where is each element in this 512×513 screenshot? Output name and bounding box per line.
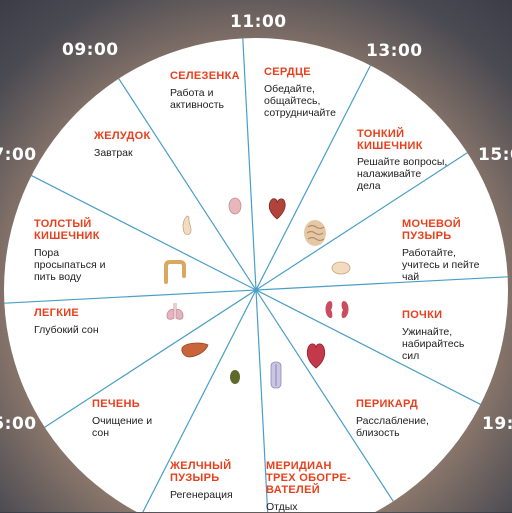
organ-name: ПОЧКИ xyxy=(402,309,443,321)
kidneys-icon xyxy=(325,301,349,319)
organ-advice: Завтрак xyxy=(94,147,133,159)
liver-icon xyxy=(181,342,209,358)
segment-dividers xyxy=(4,38,508,512)
organ-advice: Регенерация xyxy=(170,489,233,501)
organ-name: ЖЕЛЧНЫЙ ПУЗЫРЬ xyxy=(170,460,232,484)
segment-lungs: ЛЕГКИЕ Глубокий сон xyxy=(34,307,99,336)
segment-small-intestine: ТОНКИЙ КИШЕЧНИК Решайте вопросы, налажив… xyxy=(357,128,447,192)
hour-label-1100: 11:00 xyxy=(230,12,287,32)
organ-name: МЕРИДИАН ТРЕХ ОБОГРЕ- ВАТЕЛЕЙ xyxy=(266,460,351,496)
segment-liver: ПЕЧЕНЬ Очищение и сон xyxy=(92,398,152,439)
segment-divider xyxy=(118,78,394,502)
triple-heater-icon xyxy=(270,361,282,389)
organ-advice: Отдых xyxy=(266,501,298,513)
organ-name: СЕРДЦЕ xyxy=(264,66,311,78)
small-intestine-icon xyxy=(304,220,326,246)
organ-advice: Расслабление, близость xyxy=(356,415,429,439)
segment-bladder: МОЧЕВОЙ ПУЗЫРЬ Работайте, учитесь и пейт… xyxy=(402,218,479,283)
large-intestine-icon xyxy=(164,260,186,284)
segment-gallbladder: ЖЕЛЧНЫЙ ПУЗЫРЬ Регенерация xyxy=(170,460,233,501)
gallbladder-icon xyxy=(230,370,240,384)
segment-large-intestine: ТОЛСТЫЙ КИШЕЧНИК Пора просыпаться и пить… xyxy=(34,218,105,283)
hour-label-1900: 19:00 xyxy=(482,414,512,434)
organ-advice: Очищение и сон xyxy=(92,415,153,439)
organ-name: СЕЛЕЗЕНКА xyxy=(170,70,240,82)
organ-name: ЛЕГКИЕ xyxy=(34,307,80,319)
clock-disc xyxy=(4,38,508,512)
organ-advice: Глубокий сон xyxy=(34,324,99,336)
organ-name: ПЕЧЕНЬ xyxy=(92,398,140,410)
segment-pericardium: ПЕРИКАРД Расслабление, близость xyxy=(356,398,429,439)
segment-spleen: СЕЛЕЗЕНКА Работа и активность xyxy=(170,70,240,111)
hour-label-1500: 15:00 xyxy=(478,145,512,165)
organ-name: ТОНКИЙ КИШЕЧНИК xyxy=(357,128,423,152)
organ-advice: Пора просыпаться и пить воду xyxy=(34,247,106,283)
organ-name: ПЕРИКАРД xyxy=(356,398,419,410)
stomach-icon xyxy=(182,215,192,235)
organ-advice: Работа и активность xyxy=(170,87,224,111)
organ-name: ТОЛСТЫЙ КИШЕЧНИК xyxy=(34,218,100,242)
lungs-icon xyxy=(166,303,184,320)
organ-advice: Ужинайте, набирайтесь сил xyxy=(402,326,465,362)
segment-stomach: ЖЕЛУДОК Завтрак xyxy=(94,130,151,159)
organ-name: МОЧЕВОЙ ПУЗЫРЬ xyxy=(402,218,462,242)
segment-triple-heater: МЕРИДИАН ТРЕХ ОБОГРЕ- ВАТЕЛЕЙ Отдых xyxy=(266,460,351,513)
organ-advice: Обедайте, общайтесь, сотрудничайте xyxy=(264,83,336,119)
organ-advice: Решайте вопросы, налаживайте дела xyxy=(357,156,448,192)
heart-icon xyxy=(268,198,286,220)
hour-label-0900: 09:00 xyxy=(62,40,119,60)
hour-label-1300: 13:00 xyxy=(366,41,423,61)
segment-kidneys: ПОЧКИ Ужинайте, набирайтесь сил xyxy=(402,309,464,362)
spleen-icon xyxy=(228,197,242,215)
organ-advice: Работайте, учитесь и пейте чай xyxy=(402,247,480,283)
hour-label-0500: 05:00 xyxy=(0,414,37,434)
organ-name: ЖЕЛУДОК xyxy=(94,130,151,142)
pericardium-icon xyxy=(306,343,326,369)
bladder-icon xyxy=(331,261,351,275)
hour-label-0700: 07:00 xyxy=(0,145,37,165)
segment-heart: СЕРДЦЕ Обедайте, общайтесь, сотрудничайт… xyxy=(264,66,336,119)
